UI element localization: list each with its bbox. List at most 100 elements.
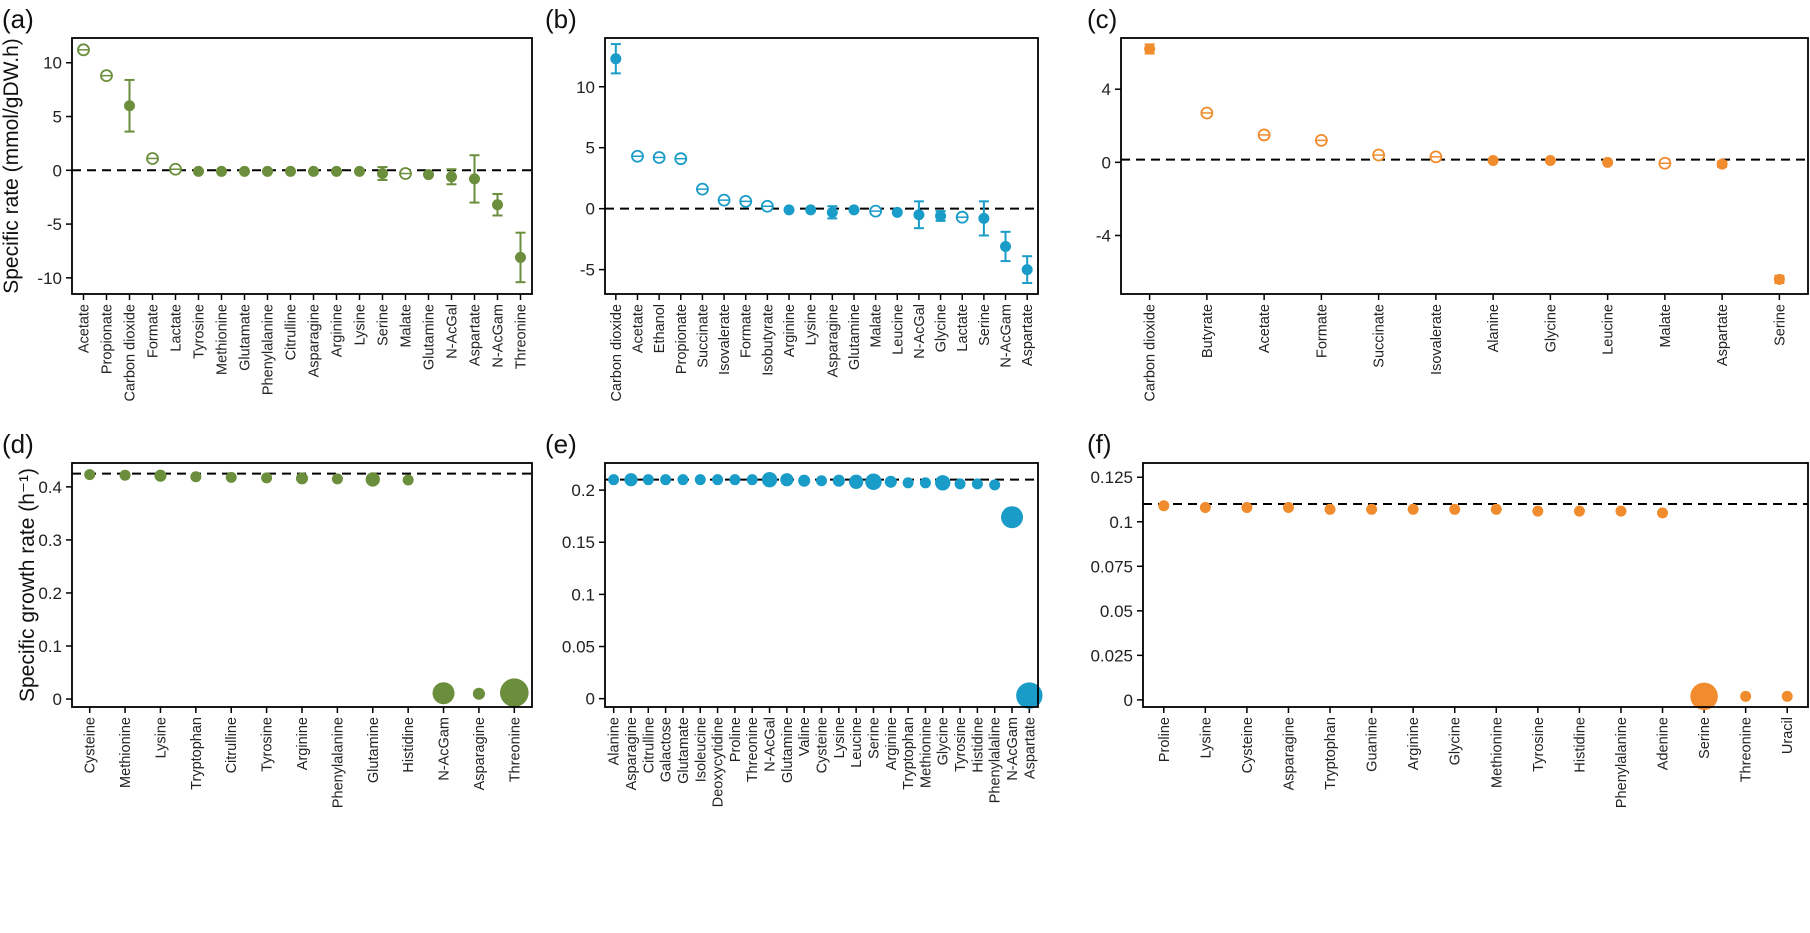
data-point [1602, 156, 1614, 168]
y-tick-label: 0.1 [571, 585, 595, 604]
x-tick-label: Glycine [936, 717, 952, 765]
x-tick-label: Butyrate [1200, 304, 1216, 358]
x-tick-label: Cysteine [815, 717, 831, 773]
data-point [446, 171, 457, 183]
data-point [193, 165, 204, 177]
x-tick-label: Methionine [118, 717, 134, 788]
data-point [624, 473, 638, 487]
x-tick-label: Deoxycytidine [711, 717, 727, 807]
x-tick-label: Serine [1697, 717, 1713, 759]
data-point [1016, 682, 1043, 709]
x-tick-label: N-AcGam [491, 304, 507, 368]
plot-frame [1142, 462, 1809, 708]
x-tick-label: Serine [1772, 304, 1788, 346]
x-tick-label: Methionine [215, 304, 231, 375]
data-point [954, 478, 966, 490]
y-tick-label: -4 [1096, 226, 1111, 245]
data-point [1241, 502, 1253, 514]
data-point [261, 472, 273, 484]
data-point [423, 169, 434, 181]
x-tick-label: Lysine [804, 304, 820, 345]
data-point [1199, 502, 1211, 514]
y-tick-label: 0 [53, 690, 62, 709]
x-tick-label: Isovalerate [717, 304, 733, 375]
x-tick-label: Citrulline [224, 717, 240, 773]
panel-label: (a) [2, 4, 34, 34]
data-point [216, 165, 227, 177]
x-tick-label: Carbon dioxide [609, 304, 625, 402]
data-point [1657, 507, 1669, 519]
x-tick-label: Phenylalanine [1614, 717, 1630, 808]
data-point [377, 168, 388, 180]
y-tick-label: 5 [53, 108, 62, 127]
data-point [1407, 503, 1419, 515]
y-tick-label: 0.05 [1100, 602, 1133, 621]
y-tick-label: 0 [1102, 153, 1111, 172]
y-tick-label: 0.1 [1109, 513, 1133, 532]
x-tick-label: Tyrosine [260, 717, 276, 772]
x-tick-label: Carbon dioxide [1143, 304, 1159, 402]
data-point [84, 469, 96, 481]
x-tick-label: Proline [728, 717, 744, 762]
data-point [610, 53, 622, 65]
data-point [971, 478, 983, 490]
data-point [826, 206, 838, 218]
y-tick-label: 0.075 [1090, 557, 1133, 576]
x-tick-label: Malate [1658, 304, 1674, 348]
x-tick-label: Cysteine [1240, 717, 1256, 773]
panel-a: (a) Specific rate (mmol/gDW.h) 10 5 0 -5 -10 Ac… [0, 4, 533, 402]
y-tick-label: -5 [580, 261, 595, 280]
data-point [761, 471, 778, 488]
data-point [225, 471, 237, 483]
data-point [1615, 505, 1627, 517]
x-tick-label: Acetate [630, 304, 646, 353]
data-point [780, 473, 794, 487]
y-tick-label: 4 [1102, 80, 1111, 99]
plot-frame [1120, 37, 1809, 295]
y-tick-label: 0.3 [38, 531, 62, 550]
data-point [402, 474, 414, 486]
x-tick-label: Glutamate [238, 304, 254, 371]
x-tick-label: Tryptophan [189, 717, 205, 790]
x-tick-label: Galactose [659, 717, 675, 782]
x-tick-label: Lactate [955, 304, 971, 352]
data-point [239, 165, 250, 177]
data-point [1366, 503, 1378, 515]
data-point [919, 477, 931, 489]
data-point [331, 165, 342, 177]
plot-frame [604, 37, 1039, 295]
data-point [848, 474, 864, 489]
x-tick-label: Succinate [695, 304, 711, 368]
x-tick-label: Phenylalanine [261, 304, 277, 395]
panel-f: (f) 0.125 0.1 0.075 0.05 0.025 0 Proline Lysine C… [1087, 429, 1809, 808]
x-tick-label: Arginine [330, 304, 346, 357]
y-tick-label: 0.15 [562, 533, 595, 552]
x-tick-label: Asparagine [472, 717, 488, 790]
data-point [1324, 503, 1336, 515]
x-tick-label: Histidine [970, 717, 986, 773]
x-tick-label: Ethanol [652, 304, 668, 353]
x-tick-label: N-AcGal [763, 717, 779, 772]
x-tick-label: Guanine [1365, 717, 1381, 772]
x-tick-label: Serine [376, 304, 392, 346]
data-point [783, 204, 795, 216]
x-tick-label: Lysine [1198, 717, 1214, 758]
x-tick-label: Tyrosine [1531, 717, 1547, 772]
plot-frame [604, 462, 1039, 708]
x-tick-label: Acetate [1257, 304, 1273, 353]
x-tick-label: Threonine [514, 304, 530, 369]
y-tick-label: 10 [576, 78, 595, 97]
data-point [432, 682, 455, 705]
panel-label: (e) [545, 429, 577, 459]
data-point [1282, 502, 1294, 514]
data-point [1144, 43, 1156, 55]
data-point [1449, 503, 1461, 515]
y-tick-label: 0.05 [562, 638, 595, 657]
x-tick-label: Valine [797, 717, 813, 756]
data-point [935, 475, 951, 491]
x-tick-label: Lysine [153, 717, 169, 758]
panel-c: (c) 4 0 -4 Carbon dioxide Butyrate Acetate Form… [1087, 4, 1809, 402]
data-point [989, 479, 1001, 491]
data-point [816, 475, 827, 487]
